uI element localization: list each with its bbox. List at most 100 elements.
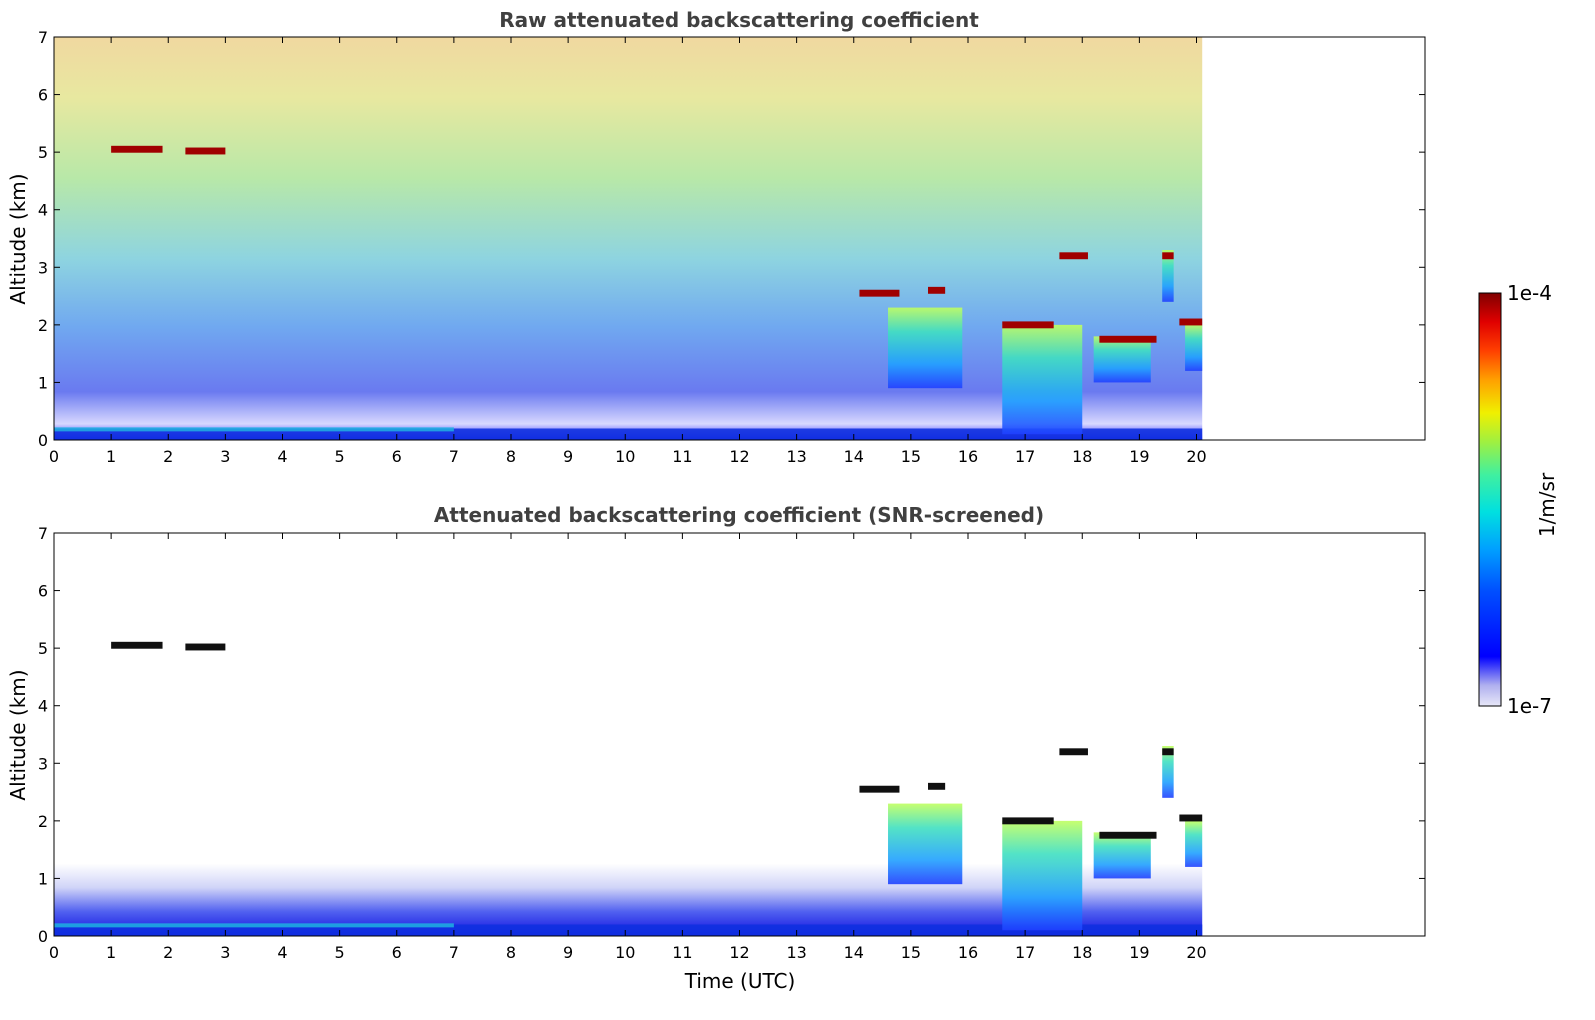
raw-cloud-layer-8	[1162, 252, 1174, 260]
x-tick-label: 17	[1015, 943, 1035, 962]
panel-raw-plot-area	[54, 37, 1203, 440]
x-tick-label: 7	[449, 447, 459, 466]
x-tick-label: 2	[163, 943, 173, 962]
snr-cloud-layer-8	[1162, 748, 1174, 756]
snr-cloud-layer-5	[1099, 831, 1157, 839]
x-tick-label: 12	[729, 943, 749, 962]
colorbar-min-label: 1e-7	[1507, 694, 1552, 718]
snr-surface-aerosol	[54, 923, 454, 928]
x-tick-label: 20	[1186, 447, 1206, 466]
y-tick-label: 2	[38, 812, 48, 831]
x-tick-label: 16	[958, 943, 978, 962]
x-tick-label: 4	[277, 943, 287, 962]
x-tick-label: 13	[786, 943, 806, 962]
x-tick-label: 8	[506, 447, 516, 466]
y-tick-label: 3	[38, 258, 48, 277]
x-tick-label: 5	[335, 447, 345, 466]
x-tick-label: 3	[220, 447, 230, 466]
raw-cloud-layer-0	[111, 145, 163, 153]
raw-cloud-layer-6	[1179, 318, 1203, 326]
x-tick-label: 0	[49, 943, 59, 962]
y-tick-label: 1	[38, 869, 48, 888]
x-tick-label: 10	[615, 447, 635, 466]
x-tick-label: 12	[729, 447, 749, 466]
panel-snr-title: Attenuated backscattering coefficient (S…	[434, 503, 1044, 527]
x-tick-label: 13	[786, 447, 806, 466]
y-tick-label: 6	[38, 582, 48, 601]
panel-raw: Raw attenuated backscattering coefficien…	[6, 8, 1426, 466]
panel-snr-y-axis: 0 1 2 3 4 5 6 7	[38, 524, 1425, 946]
raw-cloud-layer-2	[859, 289, 900, 297]
raw-cloud-field-4	[1185, 324, 1203, 371]
snr-cloud-layer-4	[1002, 817, 1054, 825]
x-tick-label: 14	[844, 943, 864, 962]
x-tick-label: 20	[1186, 943, 1206, 962]
y-tick-label: 0	[38, 431, 48, 450]
y-tick-label: 7	[38, 524, 48, 543]
x-tick-label: 17	[1015, 447, 1035, 466]
panel-raw-y-axis: 0 1 2 3 4 5 6 7	[38, 28, 1425, 450]
snr-cloud-field-0	[888, 803, 963, 885]
colorbar-max-label: 1e-4	[1507, 281, 1552, 305]
y-tick-label: 7	[38, 28, 48, 47]
x-tick-label: 7	[449, 943, 459, 962]
x-tick-label: 4	[277, 447, 287, 466]
raw-surface-aerosol	[54, 427, 454, 432]
x-tick-label: 8	[506, 943, 516, 962]
raw-cloud-layer-5	[1099, 335, 1157, 343]
x-tick-label: 9	[563, 943, 573, 962]
snr-cloud-layer-3	[928, 782, 946, 790]
panel-raw-title: Raw attenuated backscattering coefficien…	[499, 8, 979, 32]
y-tick-label: 4	[38, 201, 48, 220]
panel-snr-y-label: Altitude (km)	[6, 669, 30, 800]
x-tick-label: 6	[392, 943, 402, 962]
x-tick-label: 6	[392, 447, 402, 466]
x-tick-label: 14	[844, 447, 864, 466]
x-tick-label: 19	[1129, 943, 1149, 962]
raw-cloud-field-0	[888, 307, 963, 389]
x-tick-label: 2	[163, 447, 173, 466]
raw-cloud-layer-3	[928, 286, 946, 294]
x-axis-label: Time (UTC)	[684, 969, 796, 993]
snr-cloud-layer-6	[1179, 814, 1203, 822]
snr-cloud-layer-0	[111, 641, 163, 649]
colorbar: 1e-4 1e-7 1/m/sr	[1478, 281, 1559, 718]
x-tick-label: 3	[220, 943, 230, 962]
raw-cloud-layer-1	[185, 147, 226, 155]
y-tick-label: 5	[38, 143, 48, 162]
x-tick-label: 9	[563, 447, 573, 466]
colorbar-gradient	[1478, 292, 1502, 707]
y-tick-label: 2	[38, 316, 48, 335]
panel-snr-x-axis: 0 1 2 3 4 5 6 7 8 9 10 11 12 13 14 15 16 17 18 19 20	[49, 533, 1207, 962]
raw-cloud-field-2	[1093, 336, 1151, 383]
x-tick-label: 15	[901, 447, 921, 466]
panel-snr: Attenuated backscattering coefficient (S…	[6, 503, 1426, 993]
y-tick-label: 5	[38, 639, 48, 658]
panel-snr-plot-area	[54, 533, 1203, 936]
x-tick-label: 11	[672, 447, 692, 466]
raw-boundary-layer	[54, 428, 1203, 440]
x-tick-label: 0	[49, 447, 59, 466]
panel-raw-x-axis: 0 1 2 3 4 5 6 7 8 9 10 11 12 13 14 15 16 17 18 19 20	[49, 37, 1207, 466]
colorbar-unit-label: 1/m/sr	[1535, 472, 1559, 537]
snr-cloud-layer-2	[859, 785, 900, 793]
y-tick-label: 4	[38, 697, 48, 716]
raw-cloud-field-3	[1162, 250, 1174, 302]
y-tick-label: 3	[38, 754, 48, 773]
x-tick-label: 15	[901, 943, 921, 962]
snr-boundary-layer	[54, 924, 1203, 936]
x-tick-label: 10	[615, 943, 635, 962]
x-tick-label: 16	[958, 447, 978, 466]
x-tick-label: 5	[335, 943, 345, 962]
snr-cloud-field-2	[1093, 832, 1151, 879]
raw-cloud-layer-7	[1059, 252, 1088, 260]
snr-cloud-field-1	[1002, 820, 1083, 931]
raw-cloud-field-1	[1002, 324, 1083, 435]
x-tick-label: 19	[1129, 447, 1149, 466]
snr-cloud-field-4	[1185, 820, 1203, 867]
panel-raw-y-label: Altitude (km)	[6, 173, 30, 304]
y-tick-label: 6	[38, 86, 48, 105]
raw-cloud-layer-4	[1002, 321, 1054, 329]
x-tick-label: 18	[1072, 447, 1092, 466]
